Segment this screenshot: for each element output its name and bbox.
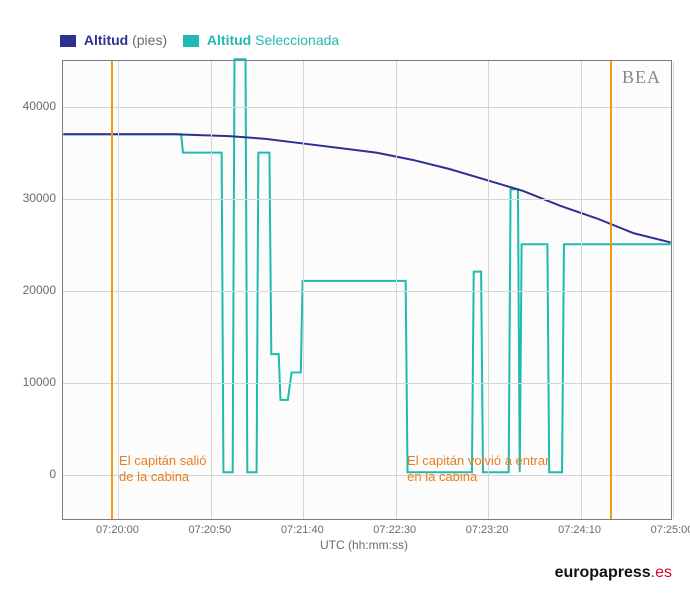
- legend-b-rest: Seleccionada: [255, 32, 339, 48]
- series-altitude: [63, 134, 670, 242]
- y-tick-label: 20000: [6, 283, 56, 297]
- swatch-a: [60, 35, 76, 47]
- legend-item-a: Altitud (pies): [60, 32, 167, 48]
- chart-plot-area: BEA El capitán salióde la cabina El capit…: [62, 60, 672, 520]
- y-tick-label: 40000: [6, 99, 56, 113]
- y-tick-label: 0: [6, 467, 56, 481]
- x-axis-title: UTC (hh:mm:ss): [320, 538, 408, 552]
- x-gridline: [581, 61, 582, 519]
- event-marker-line: [111, 61, 113, 519]
- x-tick-label: 07:22:30: [365, 524, 425, 536]
- attribution: europapress.es: [555, 564, 672, 582]
- attribution-ext: .es: [651, 564, 672, 581]
- legend-a-bold: Altitud: [84, 32, 128, 48]
- x-tick-label: 07:21:40: [272, 524, 332, 536]
- attribution-bold: europapress: [555, 564, 651, 581]
- bea-label: BEA: [622, 67, 661, 88]
- x-gridline: [488, 61, 489, 519]
- x-tick-label: 07:25:00: [642, 524, 690, 536]
- x-gridline: [118, 61, 119, 519]
- legend-a-rest: (pies): [132, 32, 167, 48]
- x-gridline: [396, 61, 397, 519]
- legend-item-b: Altitud Seleccionada: [183, 32, 339, 48]
- x-gridline: [673, 61, 674, 519]
- event-marker-label: El capitán salióde la cabina: [119, 453, 206, 484]
- legend: Altitud (pies) Altitud Seleccionada: [60, 32, 351, 48]
- x-tick-label: 07:20:50: [180, 524, 240, 536]
- event-marker-label: El capitán volvió a entraren la cabina: [407, 453, 549, 484]
- series-selected-altitude: [63, 59, 670, 472]
- x-tick-label: 07:24:10: [550, 524, 610, 536]
- event-marker-line: [610, 61, 612, 519]
- x-gridline: [211, 61, 212, 519]
- x-tick-label: 07:23:20: [457, 524, 517, 536]
- y-tick-label: 30000: [6, 191, 56, 205]
- y-tick-label: 10000: [6, 375, 56, 389]
- x-gridline: [303, 61, 304, 519]
- x-tick-label: 07:20:00: [87, 524, 147, 536]
- swatch-b: [183, 35, 199, 47]
- legend-b-bold: Altitud: [207, 32, 251, 48]
